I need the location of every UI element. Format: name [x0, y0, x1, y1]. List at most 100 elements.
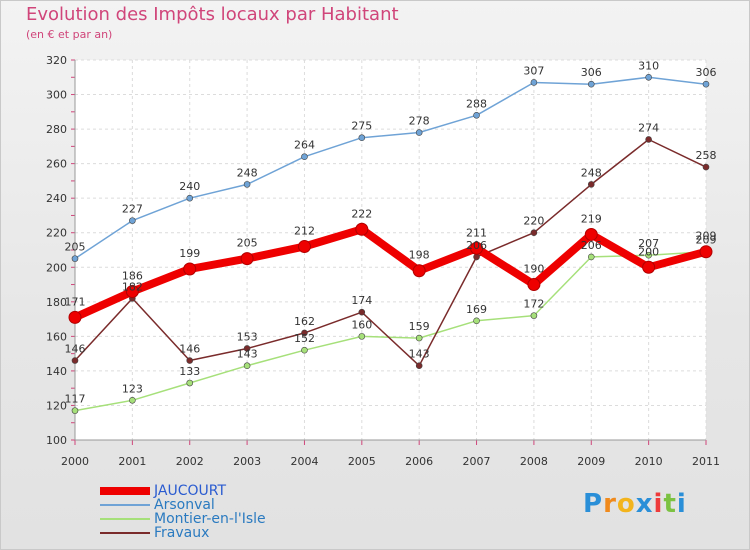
data-label-jaucourt: 186 [122, 269, 143, 282]
data-label-arsonval: 310 [638, 59, 659, 72]
point-jaucourt [527, 278, 541, 292]
data-label-arsonval: 205 [65, 241, 86, 254]
data-label-fravaux: 162 [294, 315, 315, 328]
point-arsonval [186, 194, 194, 202]
legend-label: JAUCOURT [154, 483, 227, 499]
point-fravaux [587, 181, 595, 188]
legend-label: Montier-en-l'Isle [154, 511, 266, 527]
point-arsonval [587, 80, 595, 88]
data-label-jaucourt: 190 [523, 263, 544, 276]
data-label-montier-en-l-isle: 169 [466, 303, 487, 316]
data-label-arsonval: 306 [581, 66, 602, 79]
y-tick-label: 180 [46, 296, 67, 309]
point-montier-en-l-isle [415, 334, 423, 342]
point-montier-en-l-isle [71, 407, 79, 414]
y-tick-label: 280 [46, 123, 67, 136]
point-montier-en-l-isle [301, 346, 308, 354]
data-label-montier-en-l-isle: 160 [351, 318, 372, 331]
point-montier-en-l-isle [186, 379, 194, 387]
data-label-montier-en-l-isle: 143 [237, 348, 258, 361]
x-tick-label: 2001 [118, 455, 146, 468]
chart-title: Evolution des Impôts locaux par Habitant [26, 4, 399, 25]
series-line-arsonval [74, 76, 707, 260]
data-label-arsonval: 288 [466, 97, 487, 110]
legend: JAUCOURT Arsonval Montier-en-l'Isle Fravaux [100, 483, 266, 541]
x-tick-label: 2011 [692, 455, 720, 468]
point-arsonval [71, 255, 79, 262]
y-tick-label: 240 [46, 192, 67, 205]
data-label-jaucourt: 171 [65, 295, 86, 308]
y-tick-label: 260 [46, 158, 67, 171]
y-tick-label: 100 [46, 434, 67, 447]
legend-swatch [100, 487, 150, 495]
point-jaucourt [412, 264, 426, 278]
data-label-montier-en-l-isle: 209 [696, 234, 717, 247]
data-label-jaucourt: 219 [581, 212, 602, 225]
data-label-fravaux: 143 [409, 348, 430, 361]
x-tick-label: 2002 [176, 455, 204, 468]
point-fravaux [473, 253, 480, 261]
legend-label: Fravaux [154, 525, 210, 541]
data-label-jaucourt: 205 [237, 237, 258, 250]
point-jaucourt [183, 262, 197, 276]
point-arsonval [243, 181, 251, 188]
data-label-fravaux: 153 [237, 330, 258, 343]
y-tick-label: 140 [46, 365, 67, 378]
axes: 100 120 140 160 180 200 220 240 260 280 300 320 2000… [46, 54, 720, 468]
data-label-jaucourt: 209 [696, 230, 717, 243]
data-label-fravaux: 174 [351, 294, 372, 307]
point-jaucourt [68, 310, 82, 324]
data-label-arsonval: 264 [294, 139, 315, 152]
point-jaucourt [297, 240, 311, 254]
data-label-fravaux: 274 [638, 121, 659, 134]
logo-letter: r [603, 489, 617, 519]
point-jaucourt [584, 227, 598, 241]
x-tick-label: 2006 [405, 455, 433, 468]
point-fravaux [301, 329, 308, 337]
point-jaucourt [642, 260, 656, 274]
y-tick-label: 120 [46, 399, 67, 412]
data-label-arsonval: 275 [351, 120, 372, 133]
point-montier-en-l-isle [530, 312, 538, 319]
point-fravaux [530, 229, 538, 237]
point-arsonval [530, 79, 538, 86]
point-jaucourt [125, 284, 139, 298]
x-tick-label: 2008 [520, 455, 548, 468]
point-jaucourt [240, 252, 254, 266]
data-label-montier-en-l-isle: 152 [294, 332, 315, 345]
logo-letter: o [616, 489, 636, 519]
point-fravaux [645, 136, 652, 143]
data-label-montier-en-l-isle: 172 [523, 298, 544, 311]
x-tick-label: 2004 [290, 455, 318, 468]
data-label-jaucourt: 211 [466, 226, 487, 239]
data-label-jaucourt: 199 [179, 247, 200, 260]
legend-swatch [100, 518, 150, 520]
data-label-arsonval: 227 [122, 203, 143, 216]
series-line-jaucourt [71, 225, 710, 322]
data-label-fravaux: 248 [581, 166, 602, 179]
point-fravaux [186, 357, 194, 364]
data-label-jaucourt: 212 [294, 225, 315, 238]
legend-item-fravaux: Fravaux [100, 525, 266, 541]
legend-swatch [100, 504, 150, 506]
point-arsonval [702, 80, 710, 88]
point-montier-en-l-isle [358, 333, 366, 340]
data-label-jaucourt: 200 [638, 245, 659, 258]
legend-item-jaucourt: JAUCOURT [100, 483, 266, 499]
data-label-arsonval: 240 [179, 180, 200, 193]
point-arsonval [129, 217, 136, 224]
y-tick-label: 160 [46, 330, 67, 343]
data-label-fravaux: 220 [523, 215, 544, 228]
logo-letter: i [653, 489, 664, 519]
logo-letter: i [676, 489, 687, 519]
point-arsonval [358, 134, 366, 142]
point-jaucourt [470, 241, 484, 255]
data-label-montier-en-l-isle: 133 [179, 365, 200, 378]
point-montier-en-l-isle [473, 317, 480, 325]
proxiti-logo: Proxiti [583, 489, 687, 519]
data-label-montier-en-l-isle: 159 [409, 320, 430, 333]
series-group [68, 73, 713, 414]
chart-subtitle: (en € et par an) [26, 28, 113, 41]
point-jaucourt [699, 245, 713, 259]
legend-item-arsonval: Arsonval [100, 497, 266, 513]
